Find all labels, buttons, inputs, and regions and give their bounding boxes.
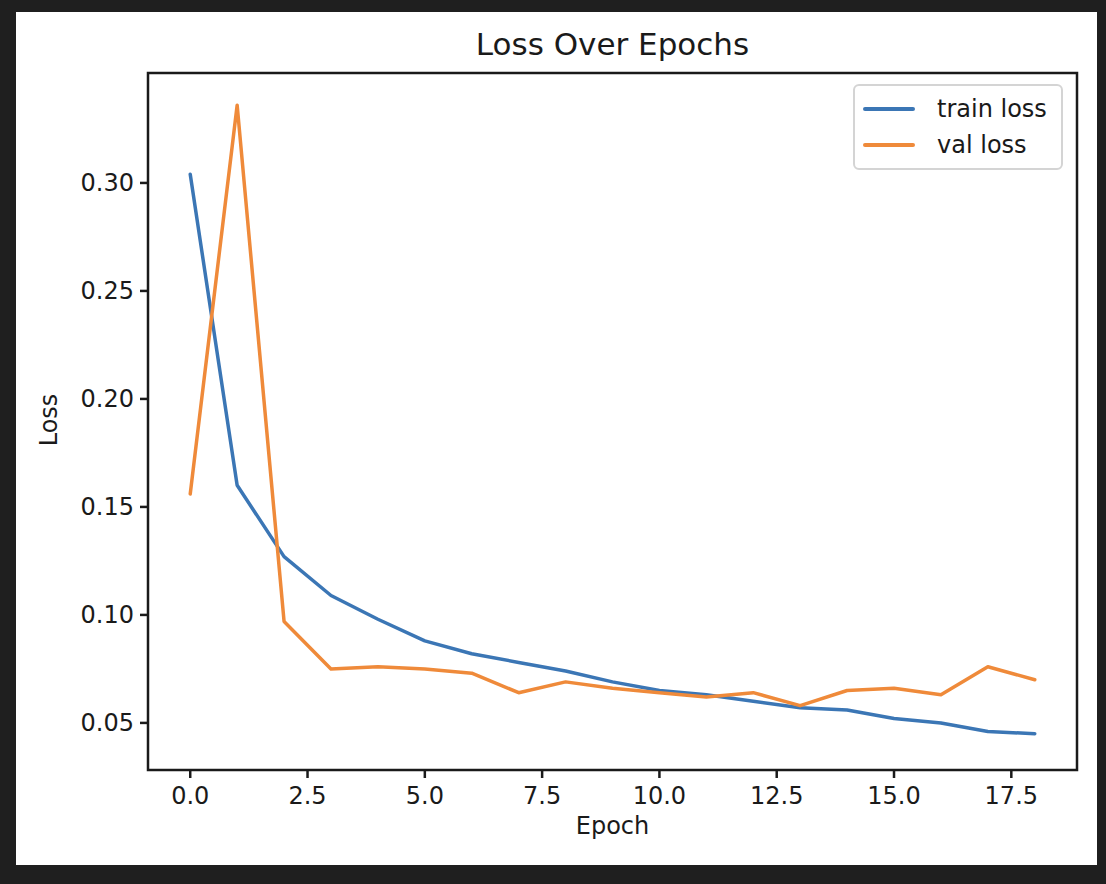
legend-label-train-loss: train loss [937,96,1047,122]
y-axis-label: Loss [35,394,63,447]
figure: 0.0 2.5 5.0 7.5 10.0 12.5 15.0 17.5 0.05 0.10 0.15… [16,12,1097,865]
chart-title: Loss Over Epochs [148,26,1077,62]
y-tick-label: 0.10 [81,601,134,629]
axes-spines [148,73,1077,770]
y-tick-label: 0.25 [81,277,134,305]
x-axis-label: Epoch [148,812,1077,840]
legend: train loss val loss [853,84,1063,170]
y-tick-label: 0.05 [81,709,134,737]
x-tick-label: 10.0 [633,782,686,810]
val-loss-line-swatch [863,143,915,147]
x-tick-label: 15.0 [867,782,920,810]
legend-item-val-loss: val loss [863,132,1051,158]
page-background: { "figure": { "page_background": "#1f1f1… [0,0,1106,884]
x-tick-label: 7.5 [523,782,561,810]
x-tick-label: 2.5 [288,782,326,810]
series-line-train-loss [190,174,1035,733]
x-tick-label: 5.0 [406,782,444,810]
x-tick-label: 17.5 [985,782,1038,810]
x-tick-label: 0.0 [171,782,209,810]
y-tick-label: 0.15 [81,493,134,521]
y-tick-label: 0.30 [81,169,134,197]
legend-item-train-loss: train loss [863,96,1051,122]
train-loss-line-swatch [863,107,915,111]
series-line-val-loss [190,105,1035,705]
x-tick-label: 12.5 [750,782,803,810]
y-tick-label: 0.20 [81,385,134,413]
legend-label-val-loss: val loss [937,132,1027,158]
